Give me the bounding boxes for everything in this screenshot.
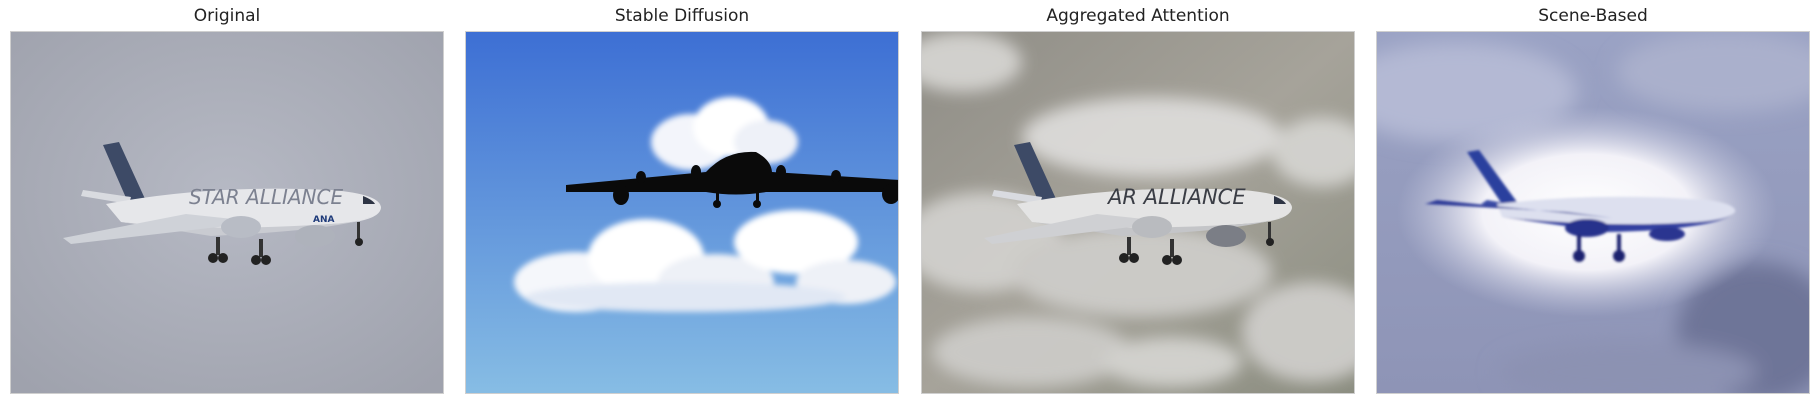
panel-original: Original xyxy=(10,0,444,404)
stylized-airplane xyxy=(1425,150,1736,262)
original-image: STAR ALLIANCE ANA xyxy=(10,31,444,394)
stable-diffusion-image xyxy=(465,31,899,394)
cloud-upper xyxy=(651,97,798,170)
panel-title: Aggregated Attention xyxy=(1046,6,1230,26)
panel-title: Scene-Based xyxy=(1538,6,1648,26)
airline-logo: ANA xyxy=(313,215,334,225)
cloud-lower xyxy=(514,210,896,312)
cloud-layer xyxy=(922,32,1354,387)
panel-stable-diffusion: Stable Diffusion xyxy=(465,0,899,404)
scene-based-image xyxy=(1376,31,1810,394)
panel-title: Original xyxy=(193,6,261,26)
airliner: STAR ALLIANCE ANA xyxy=(63,142,381,265)
panel-scene-based: Scene-Based xyxy=(1376,0,1810,404)
panel-title: Stable Diffusion xyxy=(614,6,750,26)
airliner: AR ALLIANCE xyxy=(984,142,1292,265)
livery-text: AR ALLIANCE xyxy=(1106,185,1246,209)
panel-aggregated-attention: Aggregated Attention xyxy=(921,0,1355,404)
airplane-silhouette xyxy=(566,151,898,208)
aggregated-attention-image: AR ALLIANCE xyxy=(921,31,1355,394)
livery-text: STAR ALLIANCE xyxy=(189,185,343,209)
